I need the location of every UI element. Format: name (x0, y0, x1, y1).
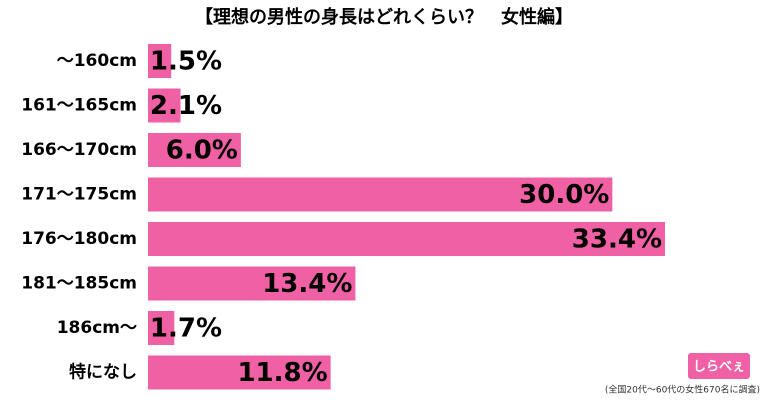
bar (148, 133, 241, 167)
bar (148, 44, 172, 78)
value-label: 1.5% (150, 47, 222, 77)
category-label: 176～180cm (21, 229, 137, 249)
value-label: 6.0% (166, 136, 238, 166)
category-label: 166～170cm (21, 140, 137, 160)
bar (148, 311, 175, 345)
value-label: 2.1% (150, 91, 222, 121)
category-label: 186cm～ (57, 318, 137, 338)
chart-title: 【理想の男性の身長はどれくらい？ 女性編】 (195, 6, 573, 28)
value-label: 33.4% (572, 225, 662, 255)
bar (148, 355, 331, 390)
logo: しらべぇ (693, 360, 745, 375)
category-label: 171～175cm (21, 185, 137, 205)
category-label: 特になし (69, 362, 137, 383)
bar (148, 222, 665, 256)
category-label: ～160cm (57, 51, 137, 71)
value-label: 11.8% (237, 358, 327, 388)
footnote: (全国20代～60代の女性670名に調査) (605, 384, 760, 396)
logo-box (688, 353, 750, 379)
bar (148, 177, 613, 212)
bar (148, 266, 356, 301)
bar (148, 88, 181, 123)
value-label: 13.4% (262, 269, 352, 299)
value-label: 1.7% (150, 314, 222, 344)
category-label: 181～185cm (21, 274, 137, 294)
value-label: 30.0% (519, 180, 609, 210)
category-label: 161～165cm (21, 96, 137, 116)
